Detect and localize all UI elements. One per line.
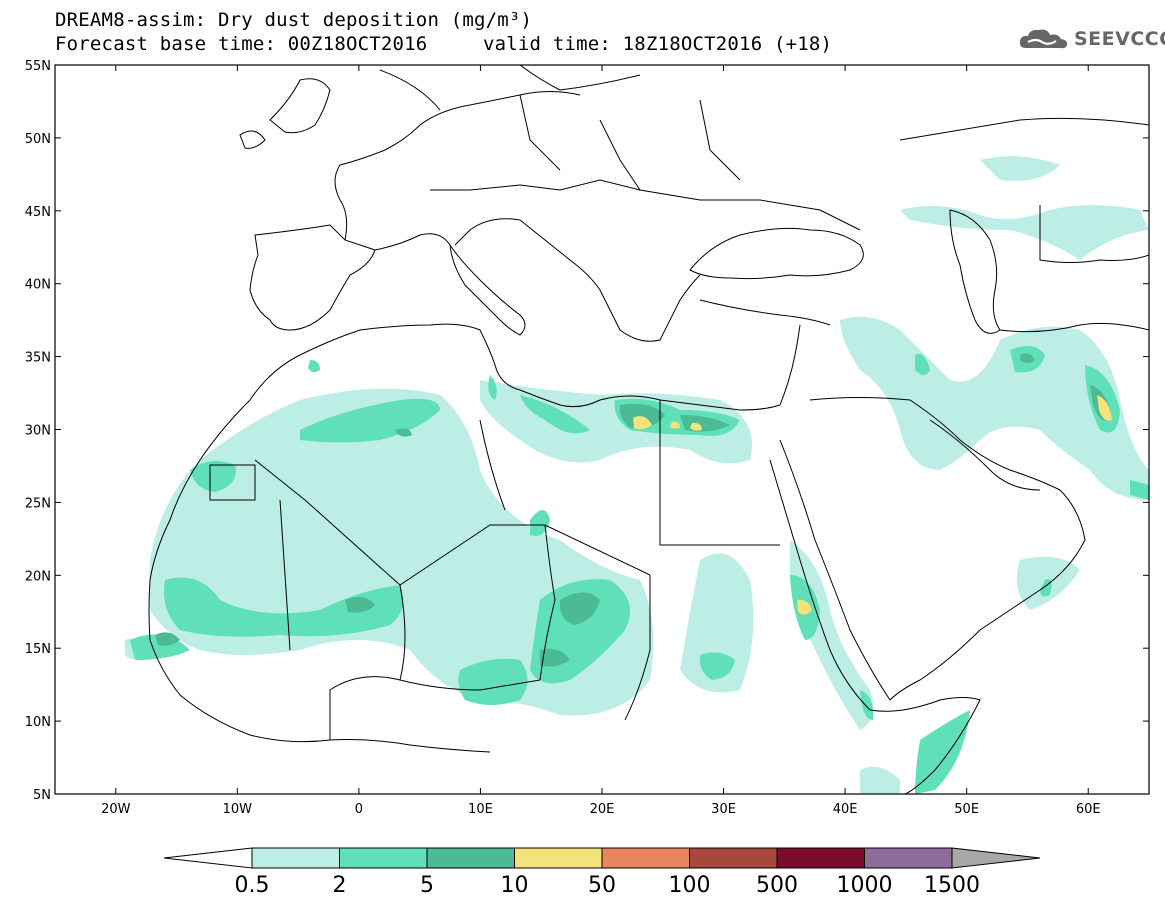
coastlines [148,65,1149,794]
y-tick-label: 20N [25,569,51,584]
colorbar-swatch [251,847,340,869]
y-tick-label: 15N [25,642,51,657]
x-tick-label: 40E [833,802,858,817]
valid-time: valid time: 18Z18OCT2016 (+18) [483,33,833,55]
colorbar-label: 10 [501,873,529,898]
seevccc-logo: SEEVCCC [1018,26,1165,52]
map-title: DREAM8-assim: Dry dust deposition (mg/m³… [55,9,533,31]
y-tick-label: 50N [25,132,51,147]
y-tick-label: 25N [25,496,51,511]
colorbar-label: 100 [669,873,711,898]
colorbar-label: 1000 [837,873,893,898]
y-tick-label: 35N [25,351,51,366]
dust-fields [125,156,1149,794]
y-tick-label: 45N [25,205,51,220]
colorbar-label: 50 [588,873,616,898]
colorbar: 0.5 2 5 10 50 100 500 1000 1500 [163,847,1041,898]
colorbar-swatch [601,847,690,869]
x-tick-label: 60E [1076,802,1101,817]
cloud-icon [1019,29,1068,49]
y-tick-label: 30N [25,424,51,439]
colorbar-swatch [689,847,778,869]
colorbar-under-triangle [163,847,253,869]
y-tick-label: 55N [25,59,51,74]
x-tick-label: 30E [711,802,736,817]
y-tick-label: 40N [25,278,51,293]
x-tick-label: 20W [101,802,131,817]
logo-text: SEEVCCC [1074,28,1165,50]
axis-ticks: 20W 10W 0 10E 20E 30E 40E 50E 60E 55N 50N 45N 40N 35N… [25,59,1149,817]
colorbar-over-triangle [951,847,1041,869]
x-tick-label: 50E [954,802,979,817]
colorbar-swatch [426,847,515,869]
y-tick-label: 5N [33,788,51,803]
colorbar-swatch [514,847,603,869]
colorbar-swatch [864,847,953,869]
colorbar-label: 1500 [924,873,980,898]
x-tick-label: 0 [355,802,363,817]
colorbar-label: 5 [420,873,434,898]
colorbar-swatch [776,847,865,869]
colorbar-label: 500 [756,873,798,898]
y-tick-label: 10N [25,715,51,730]
x-tick-label: 10W [223,802,253,817]
x-tick-label: 20E [590,802,615,817]
colorbar-label: 2 [333,873,347,898]
x-tick-label: 10E [468,802,493,817]
colorbar-swatch [339,847,428,869]
colorbar-label: 0.5 [235,873,270,898]
forecast-base-time: Forecast base time: 00Z18OCT2016 [55,33,428,55]
